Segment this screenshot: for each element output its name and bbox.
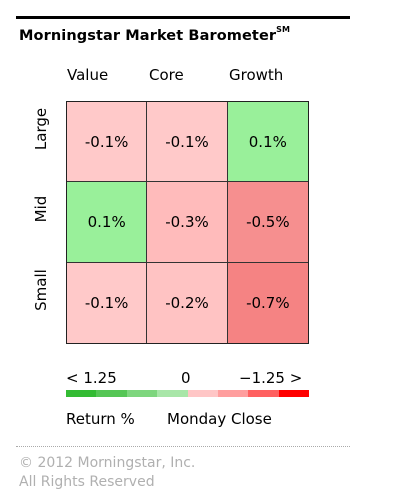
scale-label-left: < 1.25 <box>66 369 117 387</box>
cell-value: -0.1% <box>84 132 129 151</box>
column-header-growth: Growth <box>229 66 284 84</box>
scale-swatch <box>187 390 218 397</box>
column-header-core: Core <box>149 66 184 84</box>
scale-label-right: −1.25 > <box>239 369 303 387</box>
color-scale-bar <box>66 390 309 397</box>
cell-value: 0.1% <box>248 132 287 151</box>
cell-small-core[interactable]: -0.2% <box>147 262 228 343</box>
cell-large-value[interactable]: -0.1% <box>67 102 148 183</box>
service-mark: SM <box>276 25 291 34</box>
column-header-value: Value <box>67 66 109 84</box>
row-header-small: Small <box>32 269 50 311</box>
cell-value: -0.2% <box>165 293 209 312</box>
cell-value: -0.1% <box>165 132 209 151</box>
scale-swatch <box>217 390 249 397</box>
row-header-large: Large <box>32 107 50 151</box>
legend-return-label: Return % <box>66 410 135 428</box>
scale-swatch <box>66 390 97 397</box>
legend-close-label: Monday Close <box>167 410 272 428</box>
cell-value: 0.1% <box>87 212 126 231</box>
scale-swatch <box>157 390 188 397</box>
copyright: © 2012 Morningstar, Inc. <box>19 455 196 471</box>
cell-value: -0.3% <box>165 212 209 231</box>
scale-swatch <box>126 390 158 397</box>
cell-value: -0.7% <box>246 293 290 312</box>
row-header-mid: Mid <box>32 195 50 223</box>
cell-small-growth[interactable]: -0.7% <box>227 262 308 343</box>
scale-swatch <box>278 390 309 397</box>
divider <box>16 446 350 447</box>
copyright-rights: All Rights Reserved <box>19 474 155 490</box>
barometer-grid: -0.1% -0.1% 0.1% 0.1% -0.3% -0.5% -0.1% … <box>66 101 309 344</box>
cell-mid-value[interactable]: 0.1% <box>67 182 148 263</box>
cell-small-value[interactable]: -0.1% <box>67 262 148 343</box>
scale-swatch <box>248 390 279 397</box>
cell-mid-growth[interactable]: -0.5% <box>227 182 308 263</box>
cell-mid-core[interactable]: -0.3% <box>147 182 228 263</box>
scale-swatch <box>96 390 127 397</box>
cell-value: -0.5% <box>246 212 290 231</box>
widget-title: Morningstar Market BarometerSM <box>19 25 291 44</box>
top-rule <box>16 16 350 19</box>
cell-value: -0.1% <box>84 293 129 312</box>
cell-large-core[interactable]: -0.1% <box>147 102 228 183</box>
cell-large-growth[interactable]: 0.1% <box>227 102 308 183</box>
scale-label-mid: 0 <box>181 369 191 387</box>
